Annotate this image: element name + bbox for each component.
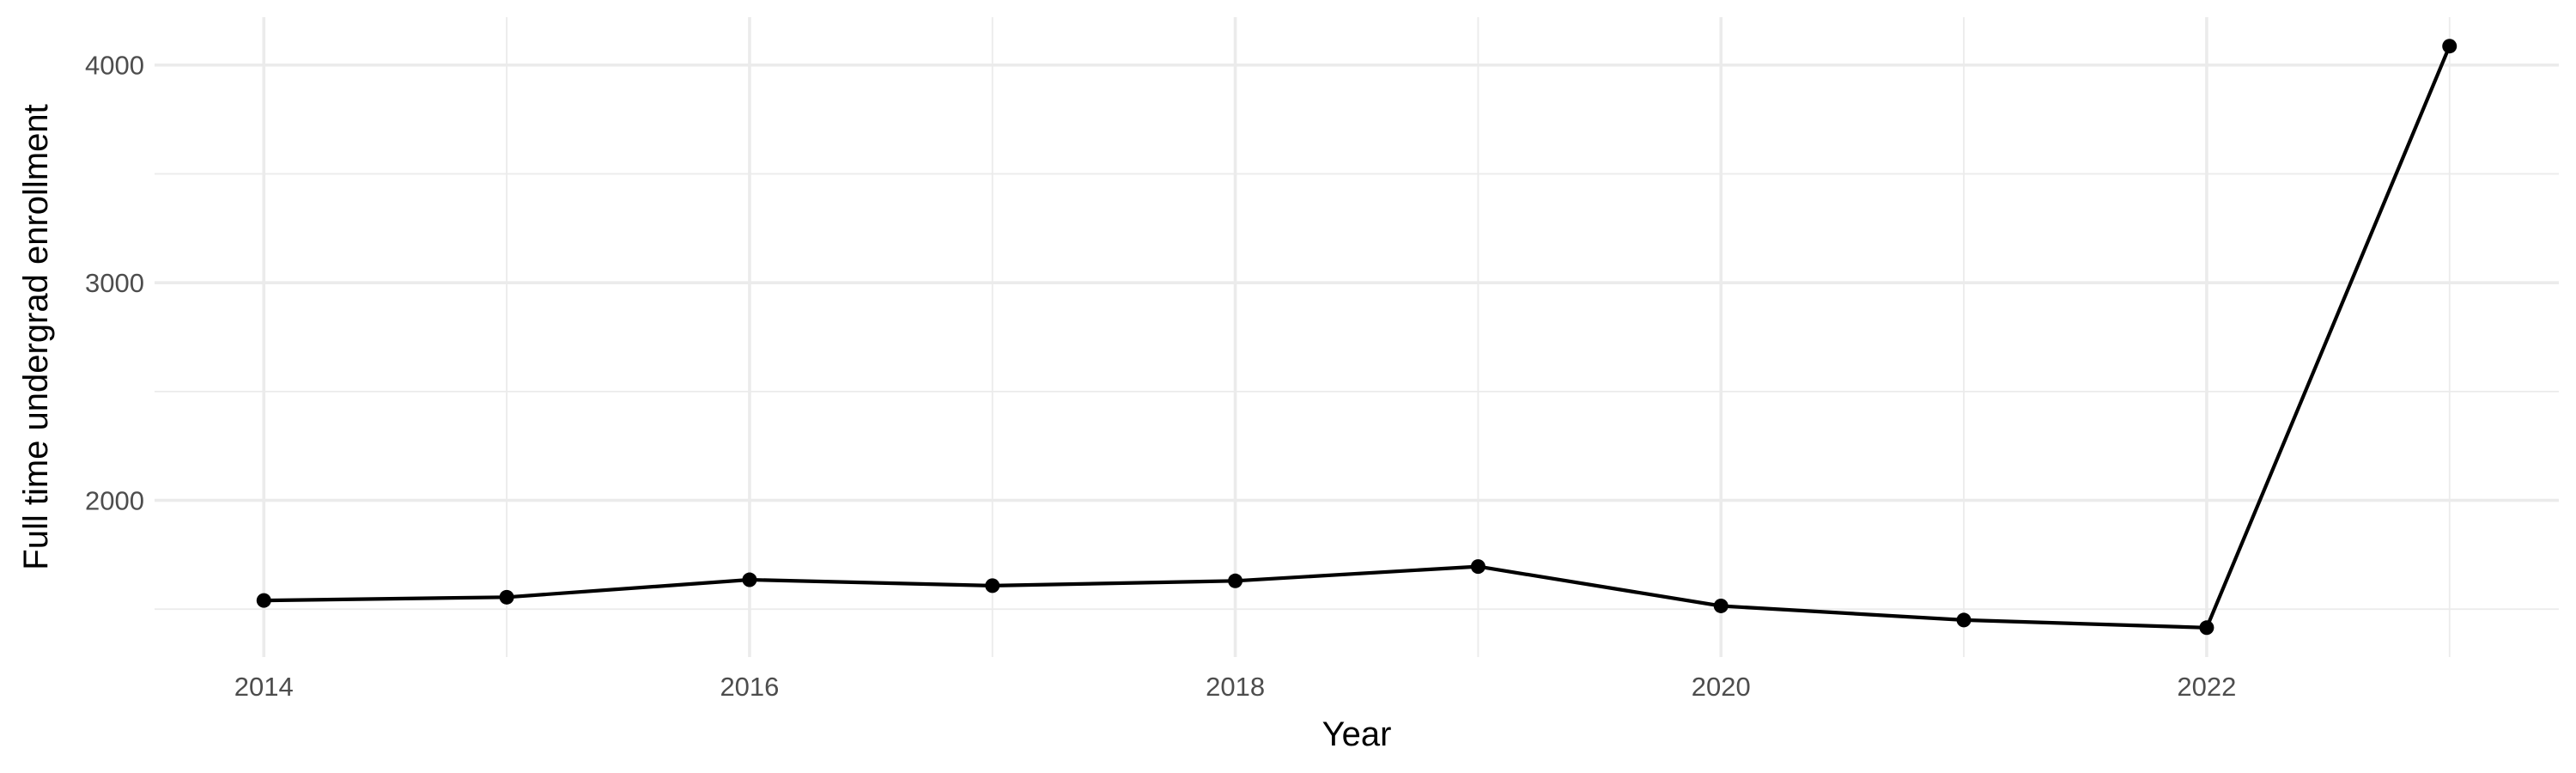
data-point xyxy=(1713,598,1728,613)
data-point xyxy=(1228,573,1243,588)
data-point xyxy=(499,589,514,605)
data-point xyxy=(256,593,271,608)
series-layer xyxy=(256,39,2458,636)
x-tick-label: 2020 xyxy=(1692,672,1751,702)
series-line xyxy=(262,44,2451,630)
data-point xyxy=(1470,559,1485,575)
data-point xyxy=(985,578,1000,593)
x-tick-label: 2014 xyxy=(234,672,294,702)
data-point xyxy=(2199,620,2215,636)
x-tick-label: 2022 xyxy=(2177,672,2236,702)
x-tick-label: 2018 xyxy=(1206,672,1265,702)
gridlines xyxy=(155,17,2559,657)
y-axis-title: Full time undergrad enrollment xyxy=(17,104,55,569)
data-point xyxy=(2442,39,2458,54)
y-tick-label: 4000 xyxy=(85,51,144,81)
x-axis-title: Year xyxy=(1322,715,1392,753)
data-point xyxy=(742,572,757,587)
y-tick-label: 2000 xyxy=(85,486,144,516)
x-tick-label: 2016 xyxy=(720,672,779,702)
data-point xyxy=(1956,612,1971,628)
tick-labels: 2000 3000 4000 2014 2016 2018 2020 2022 xyxy=(85,51,2236,702)
y-tick-label: 3000 xyxy=(85,268,144,298)
